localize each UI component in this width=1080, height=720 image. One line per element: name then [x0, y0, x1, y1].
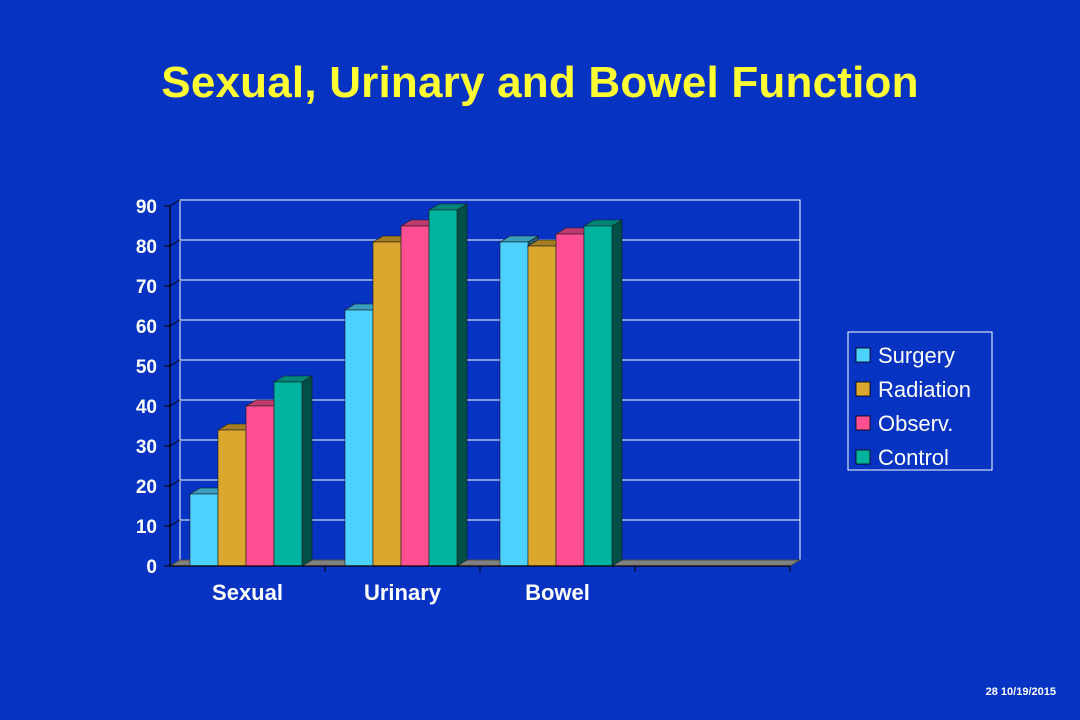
bar-front — [344, 309, 374, 567]
legend: Surgery Radiation Observ. Control — [847, 331, 993, 471]
bar — [272, 375, 314, 567]
y-tick-label: 30 — [136, 437, 157, 458]
bar-side — [456, 203, 468, 567]
bar-side — [301, 375, 313, 567]
y-tick-label: 20 — [136, 477, 157, 498]
bar-front — [217, 429, 247, 567]
slide-title: Sexual, Urinary and Bowel Function — [161, 58, 919, 107]
bar-front — [499, 241, 529, 567]
x-tick-labels: Sexual Urinary Bowel — [212, 580, 590, 605]
gridline-side — [169, 399, 181, 407]
bar-front — [555, 233, 585, 567]
y-tick-labels: 0 10 20 30 40 50 60 70 80 90 — [136, 197, 157, 578]
legend-swatch — [855, 449, 871, 465]
y-tick-label: 90 — [136, 197, 157, 218]
legend-box — [847, 331, 993, 471]
gridline-side — [169, 239, 181, 247]
bar — [582, 219, 624, 567]
legend-label: Radiation — [878, 377, 971, 402]
gridline-side — [169, 479, 181, 487]
y-tick-label: 80 — [136, 237, 157, 258]
legend-label: Observ. — [878, 411, 953, 436]
x-tick-label: Urinary — [364, 580, 442, 605]
bar-front — [428, 209, 458, 567]
legend-swatch — [855, 381, 871, 397]
y-tick-label: 0 — [146, 557, 157, 578]
gridline-side — [169, 359, 181, 367]
gridline-side — [169, 199, 181, 207]
y-tick-label: 70 — [136, 277, 157, 298]
x-tick-label: Bowel — [525, 580, 590, 605]
slide-footer: 28 10/19/2015 — [985, 686, 1056, 698]
bar-front — [273, 381, 303, 567]
x-tick-label: Sexual — [212, 580, 283, 605]
y-tick-label: 60 — [136, 317, 157, 338]
bars — [188, 203, 624, 567]
bar — [427, 203, 469, 567]
legend-swatch — [855, 415, 871, 431]
gridline-side — [169, 439, 181, 447]
legend-swatch — [855, 347, 871, 363]
bar-front — [527, 245, 557, 567]
axis-lines — [164, 205, 791, 572]
legend-label: Surgery — [878, 343, 955, 368]
bar-front — [189, 493, 219, 567]
legend-label: Control — [878, 445, 949, 470]
y-tick-label: 10 — [136, 517, 157, 538]
bar-front — [400, 225, 430, 567]
gridline-side — [169, 319, 181, 327]
gridline-side — [169, 519, 181, 527]
bar-side — [611, 219, 623, 567]
y-tick-label: 40 — [136, 397, 157, 418]
bar-front — [245, 405, 275, 567]
y-tick-label: 50 — [136, 357, 157, 378]
bar-front — [372, 241, 402, 567]
bar-front — [583, 225, 613, 567]
gridline-side — [169, 279, 181, 287]
